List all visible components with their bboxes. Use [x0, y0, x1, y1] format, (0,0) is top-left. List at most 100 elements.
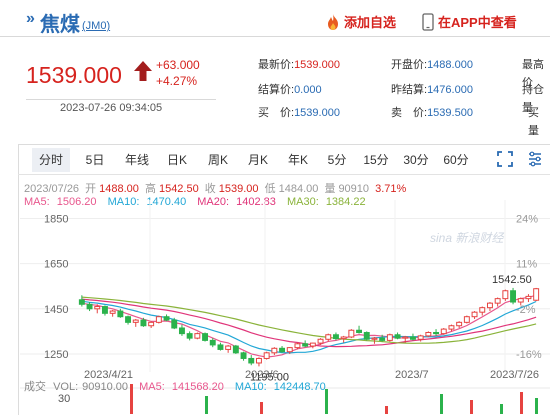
- up-arrow-icon: [134, 61, 152, 81]
- pct-tick-label: -16%: [516, 349, 542, 361]
- quote-prev-settle: 昨结算:1476.000: [391, 80, 473, 98]
- quote-label: 最高价: [522, 59, 544, 89]
- volume-bar: [130, 384, 133, 414]
- candle-body: [409, 336, 416, 340]
- ma20-legend: MA20: 1402.83: [197, 196, 276, 208]
- open-in-app-button[interactable]: 在APP中查看: [422, 12, 517, 31]
- tabs-divider: [18, 174, 550, 175]
- quote-ask: 卖 价:1539.500: [391, 103, 473, 121]
- candle-body: [502, 290, 509, 300]
- tab-weekly-k[interactable]: 周K: [207, 153, 228, 167]
- candle-body: [440, 328, 447, 335]
- tab-intraday[interactable]: 分时: [32, 148, 70, 172]
- tab-monthly-k[interactable]: 月K: [247, 153, 268, 167]
- pct-tick-label: 11%: [516, 259, 537, 271]
- candle-body: [525, 295, 532, 300]
- candle-body: [117, 310, 124, 318]
- candle-body: [533, 288, 540, 301]
- info-high-label: 高: [144, 183, 156, 195]
- low-annotation: 1195.00: [250, 371, 289, 383]
- candle-body: [125, 316, 132, 323]
- volume-bar: [325, 389, 328, 414]
- y-tick-label: 1250: [44, 349, 68, 361]
- candle-body: [371, 337, 378, 340]
- candle-body: [209, 339, 216, 346]
- candle-body: [332, 334, 339, 340]
- candle-body: [448, 325, 455, 330]
- info-open-label: 开: [85, 183, 97, 195]
- x-tick-label: 2023/7: [395, 369, 429, 381]
- candle-body: [194, 333, 201, 339]
- volume-bar: [385, 406, 388, 414]
- info-close-label: 收: [204, 183, 216, 195]
- quote-value: 1539.000: [294, 107, 340, 119]
- y-tick-label: 1850: [44, 214, 68, 226]
- candle-body: [379, 337, 386, 341]
- info-open: 1488.00: [99, 183, 139, 195]
- pct-tick-label: -2%: [516, 304, 536, 316]
- volume-bar: [520, 392, 523, 414]
- tab-daily-k[interactable]: 日K: [166, 153, 187, 167]
- candle-body: [425, 332, 432, 337]
- tab-30min[interactable]: 30分: [403, 153, 429, 167]
- quote-value: 1488.000: [427, 59, 473, 71]
- volume-bar: [535, 398, 538, 414]
- tab-5day[interactable]: 5日: [85, 153, 105, 167]
- info-low: 1484.00: [278, 183, 319, 195]
- info-vol-label: 量: [324, 183, 336, 195]
- candle-body: [225, 345, 232, 350]
- candle-body: [94, 306, 101, 310]
- quote-last: 最新价:1539.000: [258, 55, 340, 73]
- quote-bid: 买 价:1539.000: [258, 103, 340, 121]
- candle-body: [325, 334, 332, 340]
- candle-body: [340, 336, 347, 340]
- tab-60min[interactable]: 60分: [443, 153, 469, 167]
- ma30-legend: MA30: 1384.22: [286, 196, 366, 208]
- candle-body: [240, 352, 247, 359]
- x-tick-label: 2023/6: [245, 369, 279, 381]
- watermark: sina 新浪财经: [430, 231, 505, 245]
- vol-ma5: MA5: 141568.20: [139, 381, 224, 393]
- candle-body: [132, 319, 139, 323]
- info-high: 1542.50: [158, 183, 199, 195]
- quote-label: 开盘价:: [391, 59, 428, 71]
- candle-body: [155, 316, 162, 323]
- quote-high: 最高价: [522, 55, 550, 91]
- info-vol: 90910: [338, 183, 370, 195]
- quote-label: 昨结算:: [391, 84, 428, 96]
- candle-body: [294, 343, 301, 349]
- y-tick-label: 1450: [44, 304, 68, 316]
- quote-bid-volume: 买 量: [528, 103, 550, 139]
- add-favorite-button[interactable]: 添加自选: [325, 12, 396, 31]
- vol-value: VOL: 90910.00: [53, 381, 129, 393]
- candle-body: [232, 345, 239, 354]
- instrument-code[interactable]: (JM0): [82, 20, 111, 32]
- tab-yearly-k[interactable]: 年K: [287, 153, 308, 167]
- quote-timestamp: 2023-07-26 09:34:05: [60, 102, 163, 114]
- tab-year-line[interactable]: 年线: [124, 153, 149, 167]
- price-divider: [26, 99, 216, 100]
- quote-label: 卖 价:: [391, 107, 428, 119]
- quote-label: 最新价:: [258, 59, 295, 71]
- tab-15min[interactable]: 15分: [363, 153, 389, 167]
- fullscreen-icon[interactable]: [497, 151, 513, 167]
- volume-bar: [470, 400, 473, 414]
- tab-5min[interactable]: 5分: [327, 153, 347, 167]
- info-low-label: 低: [264, 183, 276, 195]
- candle-body: [186, 333, 193, 339]
- ma-line-30: [81, 296, 537, 344]
- candle-body: [263, 352, 270, 359]
- candle-body: [248, 357, 255, 364]
- candle-body: [363, 332, 370, 340]
- ma-line-10: [81, 300, 537, 354]
- settings-icon[interactable]: [527, 151, 543, 167]
- candle-body: [456, 321, 463, 327]
- candle-body: [348, 329, 355, 338]
- quote-value: 0.000: [294, 84, 322, 96]
- high-annotation: 1542.50: [492, 274, 532, 286]
- volume-axis-top: 30: [58, 393, 71, 405]
- ma-legend: MA5: 1506.20 MA10: 1470.40 MA20: 1402.83…: [24, 196, 374, 208]
- quote-label: 买 价:: [258, 107, 295, 119]
